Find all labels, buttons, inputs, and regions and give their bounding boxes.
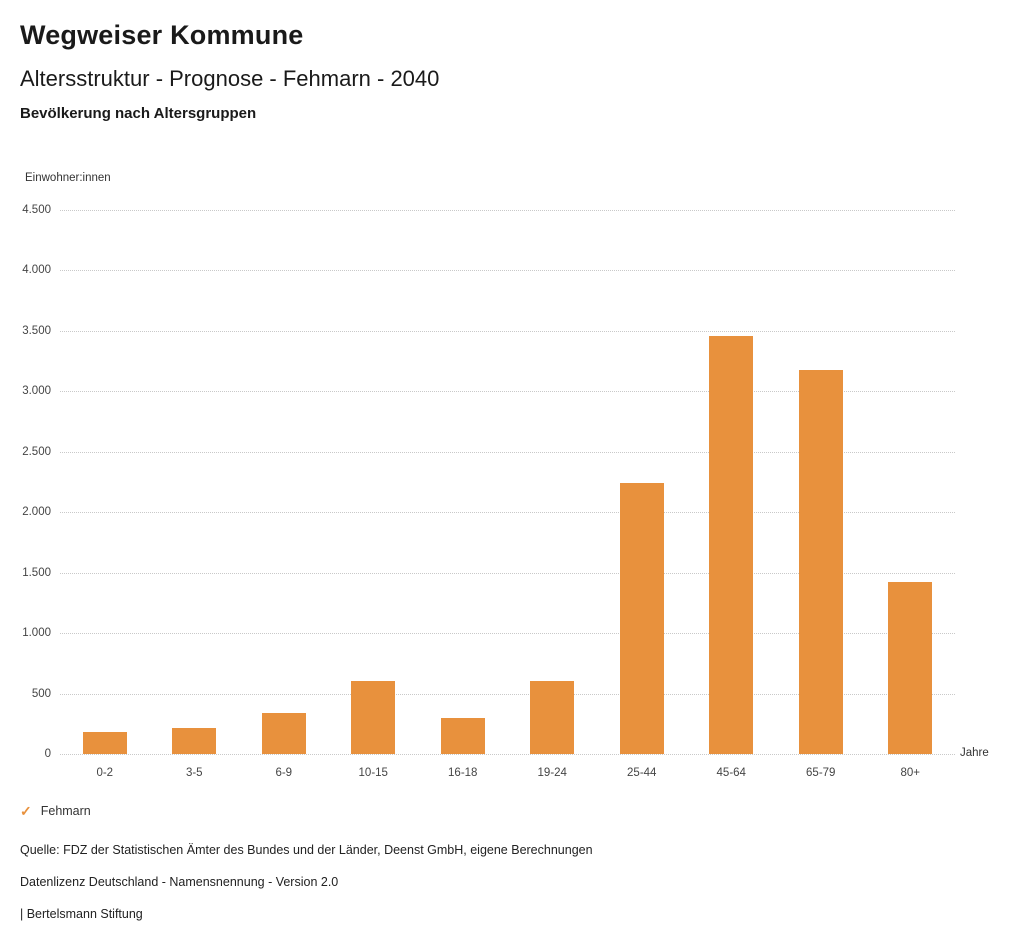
section-title: Bevölkerung nach Altersgruppen <box>20 105 257 122</box>
gridline <box>60 451 955 453</box>
y-axis-tick-label: 4.500 <box>22 204 51 216</box>
gridline <box>60 210 955 211</box>
gridline <box>60 693 955 695</box>
gridline <box>60 270 955 272</box>
gridline <box>60 572 955 574</box>
source-note: Quelle: FDZ der Statistischen Ämter des … <box>20 843 593 857</box>
gridline <box>60 633 955 635</box>
x-axis-unit-label: Jahre <box>960 747 989 759</box>
check-icon: ✓ <box>20 803 32 819</box>
x-axis-tick-label: 25-44 <box>627 767 657 779</box>
bar-10-15[interactable] <box>351 681 396 754</box>
x-axis-tick-label: 45-64 <box>716 767 746 779</box>
bar-25-44[interactable] <box>619 483 664 754</box>
x-axis-tick-label: 0-2 <box>96 767 114 779</box>
y-axis-tick-label: 500 <box>31 687 51 700</box>
x-axis-tick-label: 6-9 <box>275 767 293 779</box>
bar-80+[interactable] <box>888 582 933 754</box>
gridline <box>60 512 955 514</box>
legend-item-fehmarn[interactable]: ✓ Fehmarn <box>20 804 91 818</box>
page-title: Wegweiser Kommune <box>20 20 304 50</box>
y-axis-tick-label: 3.000 <box>22 385 51 398</box>
license-note: Datenlizenz Deutschland - Namensnennung … <box>20 875 339 889</box>
y-axis-tick-label: 2.500 <box>22 445 51 458</box>
bar-65-79[interactable] <box>798 370 843 754</box>
footer: Quelle: FDZ der Statistischen Ämter des … <box>20 843 593 939</box>
y-axis-tick-label: 2.000 <box>22 506 51 519</box>
legend-label: Fehmarn <box>40 804 91 818</box>
y-axis-title: Einwohner:innen <box>25 172 111 184</box>
bar-6-9[interactable] <box>261 712 306 754</box>
gridline <box>60 330 955 332</box>
gridline <box>60 391 955 393</box>
bar-3-5[interactable] <box>172 728 217 754</box>
y-axis-tick-label: 0 <box>44 748 51 760</box>
x-axis-tick-label: 65-79 <box>806 767 836 779</box>
bar-chart-plot-area: 0 500 1.000 1.500 2.000 2.500 3.000 3.500 4.000 4… <box>22 204 955 779</box>
y-axis-tick-label: 4.000 <box>22 264 51 277</box>
attribution-note: | Bertelsmann Stiftung <box>20 907 143 921</box>
bar-45-64[interactable] <box>709 335 754 754</box>
x-axis-tick-label: 19-24 <box>537 767 567 779</box>
chart-title: Altersstruktur - Prognose - Fehmarn - 20… <box>20 66 440 91</box>
bar-16-18[interactable] <box>440 717 485 754</box>
bar-19-24[interactable] <box>530 681 575 754</box>
x-axis-tick-label: 3-5 <box>185 767 203 779</box>
x-axis-tick-label: 10-15 <box>358 767 388 779</box>
x-axis-tick-label: 80+ <box>900 767 921 779</box>
y-axis-tick-label: 3.500 <box>22 324 51 337</box>
y-axis-tick-label: 1.500 <box>22 566 51 579</box>
bar-0-2[interactable] <box>82 732 127 754</box>
y-axis-tick-label: 1.000 <box>22 627 51 640</box>
gridline <box>60 754 955 755</box>
x-axis-tick-label: 16-18 <box>448 767 478 779</box>
